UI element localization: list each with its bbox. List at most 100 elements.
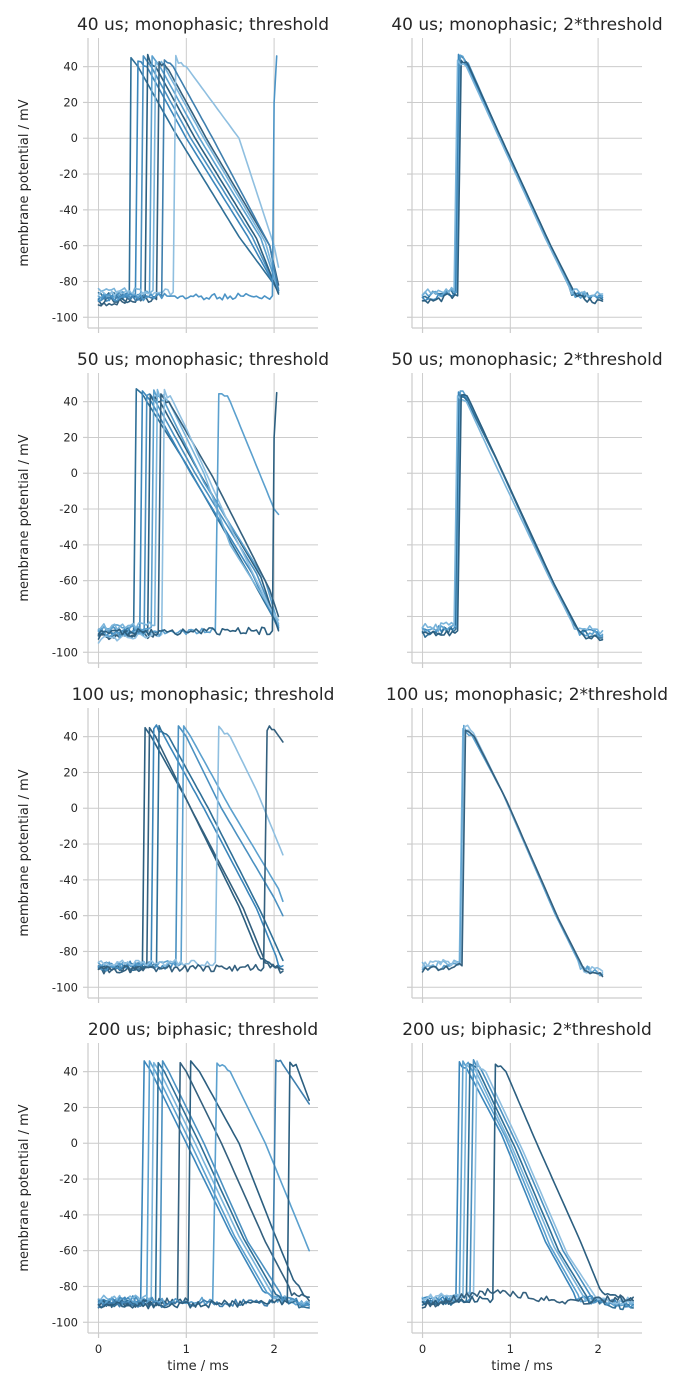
trace-10: [97, 1061, 310, 1310]
panel-title: 200 us; biphasic; 2*threshold: [402, 1020, 652, 1040]
trace-4: [97, 724, 284, 972]
y-tick-label: 40: [63, 730, 78, 744]
trace-5: [421, 59, 604, 298]
panel-title: 100 us; monophasic; 2*threshold: [386, 685, 668, 705]
trace-10: [97, 391, 278, 637]
x-tick-label: 0: [95, 1342, 102, 1356]
panel-title: 50 us; monophasic; threshold: [77, 350, 329, 370]
y-axis-label: membrane potential / mV: [17, 1104, 32, 1271]
panel-title: 40 us; monophasic; 2*threshold: [391, 15, 662, 35]
trace-3: [421, 1063, 634, 1306]
trace-4: [421, 395, 604, 635]
trace-2: [421, 393, 604, 639]
trace-1: [97, 388, 280, 637]
y-tick-label: -100: [52, 1315, 78, 1329]
trace-9: [97, 1059, 310, 1309]
x-tick-label: 1: [507, 1342, 514, 1356]
trace-8: [97, 1062, 310, 1307]
y-tick-label: -60: [59, 574, 78, 588]
trace-8: [97, 54, 280, 298]
y-tick-label: 20: [63, 95, 78, 109]
y-tick-label: 20: [63, 1100, 78, 1114]
trace-7: [97, 1060, 310, 1309]
trace-1: [421, 55, 604, 301]
y-tick-label: 40: [63, 60, 78, 74]
y-tick-label: 40: [63, 1065, 78, 1079]
panel-title: 50 us; monophasic; 2*threshold: [391, 350, 662, 370]
y-tick-label: 40: [63, 395, 78, 409]
panel-4: 50 us; monophasic; 2*threshold: [391, 350, 663, 668]
x-tick-label: 2: [270, 1342, 277, 1356]
y-tick-label: -40: [59, 203, 78, 217]
trace-4: [421, 729, 604, 978]
y-tick-label: -80: [59, 944, 78, 958]
trace-2: [97, 60, 280, 302]
trace-7: [97, 61, 280, 307]
x-tick-label: 2: [594, 1342, 601, 1356]
trace-3: [97, 393, 280, 635]
panel-5: 40 20 0 -20 -40 -60 -80 -100 100 us; monophasic;…: [17, 685, 334, 1003]
trace-7: [421, 1063, 634, 1306]
y-tick-label: -80: [59, 274, 78, 288]
panel-8: 0 1 2 200 us; biphasic; 2*threshold time / m…: [402, 1020, 652, 1374]
trace-2: [97, 1060, 310, 1307]
panel-3: 40 20 0 -20 -40 -60 -80 -100 50 us; monophasic; …: [17, 350, 329, 668]
trace-6: [421, 1060, 634, 1305]
panel-1: 40 20 0 -20 -40 -60 -80 -100 40 us; monophasic; …: [17, 15, 329, 333]
y-tick-label: -60: [59, 239, 78, 253]
trace-4: [97, 53, 280, 305]
x-axis-label: time / ms: [167, 1359, 229, 1374]
trace-8: [97, 388, 280, 644]
y-tick-label: 0: [71, 801, 78, 815]
y-tick-label: -20: [59, 837, 78, 851]
y-tick-label: 0: [71, 1136, 78, 1150]
x-tick-label: 1: [183, 1342, 190, 1356]
trace-3: [421, 390, 604, 638]
y-tick-label: -100: [52, 310, 78, 324]
y-tick-label: 0: [71, 466, 78, 480]
y-tick-label: -100: [52, 645, 78, 659]
x-axis-label: time / ms: [491, 1359, 553, 1374]
panel-title: 40 us; monophasic; threshold: [77, 15, 329, 35]
trace-7: [97, 725, 284, 968]
trace-5: [421, 393, 604, 642]
trace-4: [421, 1063, 634, 1311]
y-axis-label: membrane potential / mV: [17, 99, 32, 266]
y-tick-label: -80: [59, 1279, 78, 1293]
y-tick-label: -20: [59, 167, 78, 181]
trace-5: [97, 725, 284, 972]
panel-title: 100 us; monophasic; threshold: [72, 685, 335, 705]
y-tick-label: -40: [59, 1208, 78, 1222]
panel-title: 200 us; biphasic; threshold: [88, 1020, 318, 1040]
trace-1: [421, 391, 604, 637]
y-tick-label: 20: [63, 765, 78, 779]
trace-9: [97, 393, 280, 638]
panel-6: 100 us; monophasic; 2*threshold: [386, 685, 668, 1003]
trace-10: [97, 55, 278, 302]
y-tick-label: -60: [59, 1244, 78, 1258]
trace-2: [421, 53, 604, 302]
trace-4: [97, 1061, 310, 1309]
trace-2: [97, 390, 280, 638]
y-axis-label: membrane potential / mV: [17, 769, 32, 936]
trace-1: [97, 1060, 310, 1306]
y-tick-label: 20: [63, 430, 78, 444]
trace-4: [421, 59, 604, 305]
y-tick-label: 0: [71, 131, 78, 145]
panel-7: 40 20 0 -20 -40 -60 -80 -100 0 1 2 200 us; biphasic…: [17, 1020, 318, 1374]
trace-9: [97, 59, 280, 303]
trace-1: [421, 727, 604, 976]
trace-4: [97, 393, 280, 640]
trace-7: [97, 393, 280, 641]
trace-5: [97, 389, 280, 633]
trace-6: [97, 1061, 310, 1309]
y-tick-label: -40: [59, 538, 78, 552]
trace-6: [97, 388, 280, 632]
trace-3: [97, 724, 284, 969]
trace-2: [421, 724, 604, 977]
y-tick-label: -40: [59, 873, 78, 887]
trace-8: [97, 725, 284, 974]
panel-2: 40 us; monophasic; 2*threshold: [391, 15, 663, 333]
trace-3: [421, 54, 604, 299]
